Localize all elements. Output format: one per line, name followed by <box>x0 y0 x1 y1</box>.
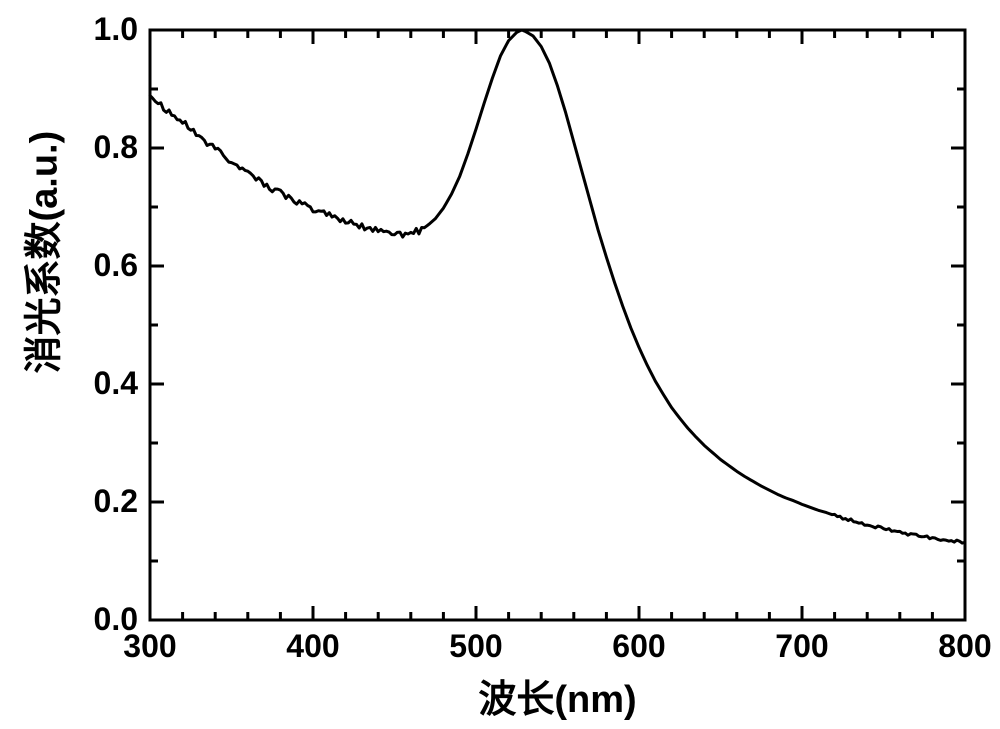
x-tick-label: 500 <box>436 628 516 665</box>
chart-svg <box>0 0 1000 729</box>
y-tick-label: 0.6 <box>94 247 138 284</box>
x-tick-label: 800 <box>925 628 1000 665</box>
y-tick-label: 0.0 <box>94 601 138 638</box>
y-tick-label: 1.0 <box>94 11 138 48</box>
y-tick-label: 0.8 <box>94 129 138 166</box>
x-tick-label: 400 <box>273 628 353 665</box>
y-tick-label: 0.4 <box>94 365 138 402</box>
spectrum-chart: 消光系数(a.u.) 波长(nm) 3004005006007008000.00… <box>0 0 1000 729</box>
x-tick-label: 600 <box>599 628 679 665</box>
x-axis-label: 波长(nm) <box>438 668 678 723</box>
y-tick-label: 0.2 <box>94 483 138 520</box>
x-tick-label: 700 <box>762 628 842 665</box>
y-axis-label: 消光系数(a.u.) <box>13 294 68 374</box>
